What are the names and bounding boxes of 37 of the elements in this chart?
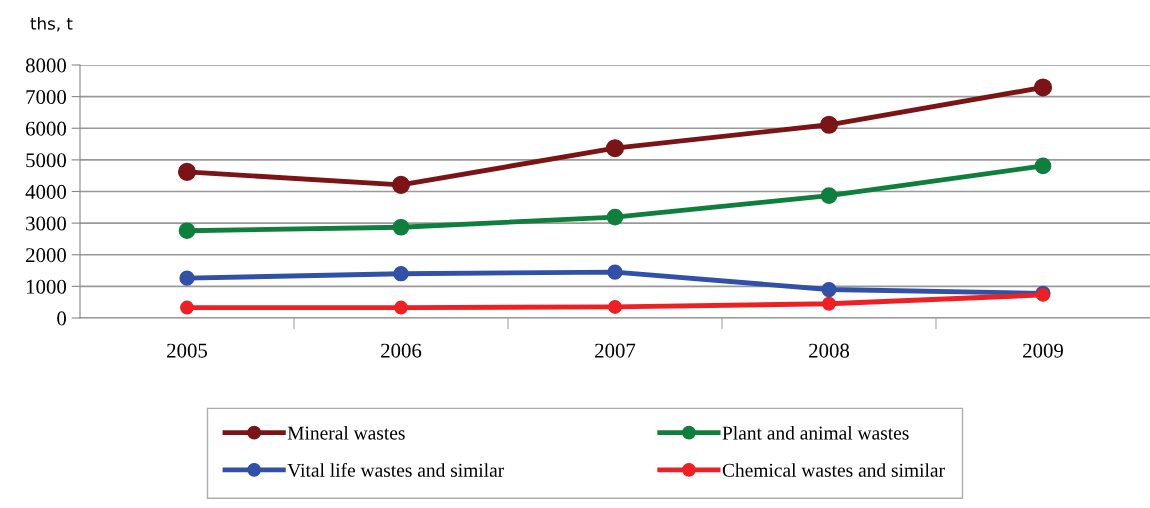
point <box>820 187 838 204</box>
point <box>179 270 195 286</box>
legend-label: Mineral wastes <box>287 425 405 440</box>
legend-label: Chemical wastes and similar <box>722 463 945 477</box>
legend-label: Vital life wastes and similar <box>287 462 505 477</box>
y-tick-label: 5000 <box>26 153 67 168</box>
y-tick-label: 0 <box>57 311 67 326</box>
x-tick-label: 2005 <box>167 343 208 358</box>
y-axis-title: ths, t <box>30 16 73 32</box>
y-tick-label: 3000 <box>26 216 67 231</box>
point <box>391 175 411 194</box>
x-tick-label: 2006 <box>381 343 422 358</box>
y-tick-label: 2000 <box>26 248 67 263</box>
point <box>819 115 839 134</box>
x-tick-label: 2008 <box>809 343 850 358</box>
point <box>821 281 837 298</box>
point <box>177 162 197 181</box>
point <box>178 222 196 240</box>
point <box>1033 78 1053 97</box>
y-tick-label: 6000 <box>26 121 67 136</box>
point <box>822 296 836 311</box>
point <box>605 139 625 158</box>
x-tick-label: 2009 <box>1023 343 1063 358</box>
y-tick-label: 7000 <box>26 90 67 105</box>
point <box>607 264 623 280</box>
point <box>606 208 624 226</box>
point <box>1034 157 1052 175</box>
legend-label: Plant and animal wastes <box>722 425 909 440</box>
point <box>392 218 410 236</box>
x-tick-label: 2007 <box>595 343 636 358</box>
point <box>394 300 408 315</box>
y-tick-label: 1000 <box>26 279 67 294</box>
point <box>393 266 409 282</box>
point <box>180 300 194 315</box>
y-tick-label: 4000 <box>25 184 67 199</box>
point <box>608 299 622 314</box>
y-tick-label: 8000 <box>25 58 67 73</box>
